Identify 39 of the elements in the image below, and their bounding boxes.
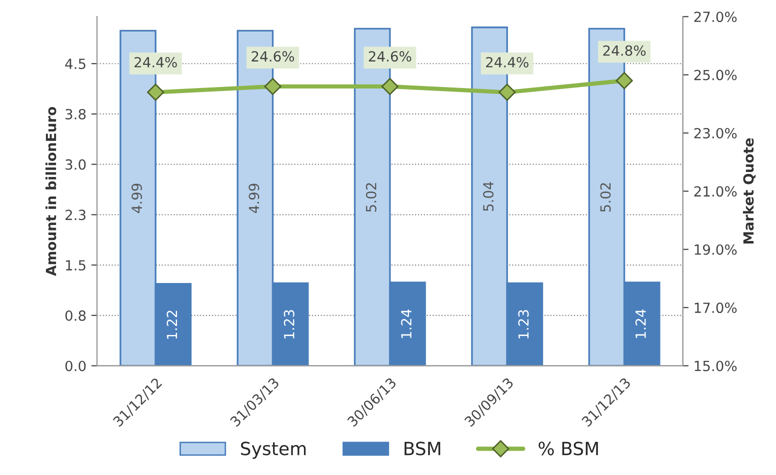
- y2-tick-label: 19.0%: [694, 244, 737, 255]
- y-tick-label: 1.5: [66, 260, 86, 271]
- data-label: 1.24: [401, 309, 412, 338]
- point: [264, 78, 282, 95]
- y-tick-label: 4.5: [65, 58, 86, 70]
- y2-tick-label: 25.0%: [694, 70, 737, 80]
- legend-label: System: [241, 442, 306, 459]
- data-label: 1.24: [635, 309, 646, 338]
- data-label: 1.22: [166, 310, 177, 339]
- data-label: 5.04: [483, 182, 494, 211]
- y-axis-title: Amount in billionEuro: [46, 106, 56, 276]
- data-label: 4.99: [132, 184, 142, 214]
- y-tick-label: 2.3: [66, 210, 86, 220]
- point: [498, 84, 516, 101]
- y2-tick-label: 23.0%: [694, 128, 737, 138]
- legend-label: BSM: [404, 442, 440, 456]
- y-tick-label: 0.0: [65, 360, 86, 372]
- data-label: 24.6%: [368, 51, 412, 62]
- y2-tick-label: 27.0%: [694, 12, 737, 22]
- legend-label: % BSM: [538, 442, 598, 456]
- data-label: 1.23: [518, 310, 529, 338]
- y2-axis-title: Market Quote: [742, 138, 756, 244]
- data-label: 24.6%: [252, 51, 294, 62]
- y-tick-label: 3.8: [66, 108, 86, 120]
- y2-tick-label: 21.0%: [694, 186, 737, 197]
- data-label: 24.8%: [603, 45, 646, 56]
- data-label: 4.99: [248, 184, 260, 214]
- data-label: 5.02: [366, 183, 376, 212]
- y-tick-label: 3.0: [66, 159, 86, 170]
- data-label: 24.4%: [134, 56, 177, 68]
- data-label: 1.23: [284, 310, 294, 338]
- y2-tick-label: 15.0%: [694, 360, 737, 372]
- y-tick-label: 0.8: [65, 310, 86, 321]
- point: [147, 84, 164, 101]
- y2-tick-label: 17.0%: [694, 302, 737, 314]
- point: [381, 78, 398, 95]
- data-label: 24.4%: [486, 56, 528, 68]
- data-label: 5.02: [600, 183, 611, 212]
- point: [616, 72, 633, 90]
